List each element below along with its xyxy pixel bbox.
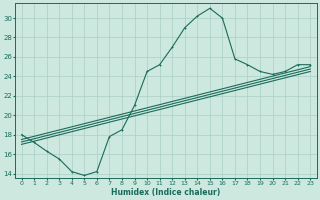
X-axis label: Humidex (Indice chaleur): Humidex (Indice chaleur) bbox=[111, 188, 220, 197]
